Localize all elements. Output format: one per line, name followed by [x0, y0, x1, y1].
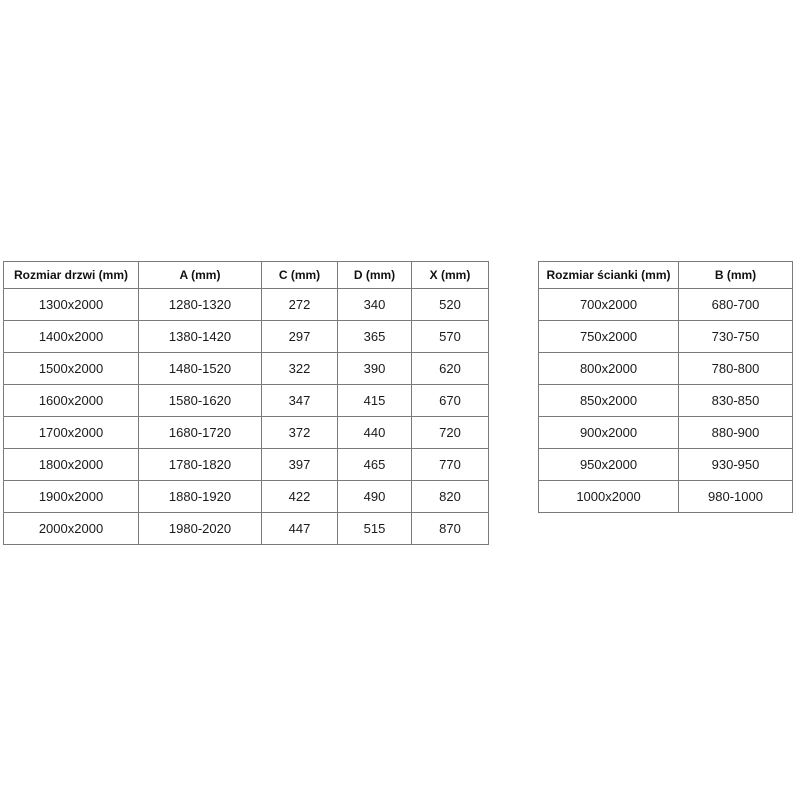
- table-cell: 415: [337, 384, 412, 417]
- table-row: 850x2000 830-850: [538, 384, 793, 417]
- table-row: 700x2000 680-700: [538, 288, 793, 321]
- table-cell: 1280-1320: [138, 288, 262, 321]
- table-cell: 1580-1620: [138, 384, 262, 417]
- table-cell: 347: [261, 384, 338, 417]
- door-sizes-table: Rozmiar drzwi (mm) A (mm) C (mm) D (mm) X (m…: [3, 261, 489, 545]
- table-cell: 870: [411, 512, 489, 545]
- table-row: 800x2000 780-800: [538, 352, 793, 385]
- column-header: A (mm): [138, 261, 262, 289]
- column-header: B (mm): [678, 261, 793, 289]
- table-row: 1900x2000 1880-1920 422 490 820: [3, 480, 489, 513]
- table-cell: 950x2000: [538, 448, 679, 481]
- table-cell: 465: [337, 448, 412, 481]
- table-cell: 1300x2000: [3, 288, 139, 321]
- table-cell: 750x2000: [538, 320, 679, 353]
- table-cell: 780-800: [678, 352, 793, 385]
- table-row: 750x2000 730-750: [538, 320, 793, 353]
- column-header: Rozmiar drzwi (mm): [3, 261, 139, 289]
- table-row: 1400x2000 1380-1420 297 365 570: [3, 320, 489, 353]
- table-cell: 1780-1820: [138, 448, 262, 481]
- table-cell: 365: [337, 320, 412, 353]
- table-cell: 930-950: [678, 448, 793, 481]
- table-cell: 340: [337, 288, 412, 321]
- table-cell: 272: [261, 288, 338, 321]
- table-cell: 830-850: [678, 384, 793, 417]
- table-cell: 390: [337, 352, 412, 385]
- table-row: 1600x2000 1580-1620 347 415 670: [3, 384, 489, 417]
- table-cell: 422: [261, 480, 338, 513]
- table-cell: 900x2000: [538, 416, 679, 449]
- table-cell: 980-1000: [678, 480, 793, 513]
- table-cell: 1500x2000: [3, 352, 139, 385]
- header-row: Rozmiar drzwi (mm) A (mm) C (mm) D (mm) X (m…: [3, 261, 489, 289]
- table-cell: 730-750: [678, 320, 793, 353]
- table-cell: 520: [411, 288, 489, 321]
- table-row: 2000x2000 1980-2020 447 515 870: [3, 512, 489, 545]
- table-cell: 515: [337, 512, 412, 545]
- table-cell: 770: [411, 448, 489, 481]
- table-cell: 700x2000: [538, 288, 679, 321]
- table-row: 900x2000 880-900: [538, 416, 793, 449]
- table-row: 1300x2000 1280-1320 272 340 520: [3, 288, 489, 321]
- table-cell: 1480-1520: [138, 352, 262, 385]
- column-header: Rozmiar ścianki (mm): [538, 261, 679, 289]
- column-header: D (mm): [337, 261, 412, 289]
- table-cell: 397: [261, 448, 338, 481]
- table-cell: 1880-1920: [138, 480, 262, 513]
- table-cell: 1600x2000: [3, 384, 139, 417]
- table-cell: 440: [337, 416, 412, 449]
- table-cell: 720: [411, 416, 489, 449]
- table-row: 1700x2000 1680-1720 372 440 720: [3, 416, 489, 449]
- table-cell: 447: [261, 512, 338, 545]
- table-cell: 670: [411, 384, 489, 417]
- header-row: Rozmiar ścianki (mm) B (mm): [538, 261, 793, 289]
- table-cell: 2000x2000: [3, 512, 139, 545]
- table-cell: 1000x2000: [538, 480, 679, 513]
- table-cell: 880-900: [678, 416, 793, 449]
- table-cell: 620: [411, 352, 489, 385]
- table-row: 1800x2000 1780-1820 397 465 770: [3, 448, 489, 481]
- wall-sizes-table: Rozmiar ścianki (mm) B (mm) 700x2000 680-70…: [538, 261, 793, 513]
- table-cell: 570: [411, 320, 489, 353]
- table-row: 1000x2000 980-1000: [538, 480, 793, 513]
- table-cell: 820: [411, 480, 489, 513]
- table-cell: 680-700: [678, 288, 793, 321]
- table-cell: 850x2000: [538, 384, 679, 417]
- table-cell: 372: [261, 416, 338, 449]
- table-cell: 322: [261, 352, 338, 385]
- table-cell: 1680-1720: [138, 416, 262, 449]
- table-cell: 1980-2020: [138, 512, 262, 545]
- column-header: C (mm): [261, 261, 338, 289]
- table-cell: 1400x2000: [3, 320, 139, 353]
- table-cell: 1900x2000: [3, 480, 139, 513]
- table-cell: 297: [261, 320, 338, 353]
- table-cell: 1380-1420: [138, 320, 262, 353]
- table-cell: 1800x2000: [3, 448, 139, 481]
- column-header: X (mm): [411, 261, 489, 289]
- table-cell: 1700x2000: [3, 416, 139, 449]
- table-cell: 800x2000: [538, 352, 679, 385]
- table-row: 1500x2000 1480-1520 322 390 620: [3, 352, 489, 385]
- table-row: 950x2000 930-950: [538, 448, 793, 481]
- table-cell: 490: [337, 480, 412, 513]
